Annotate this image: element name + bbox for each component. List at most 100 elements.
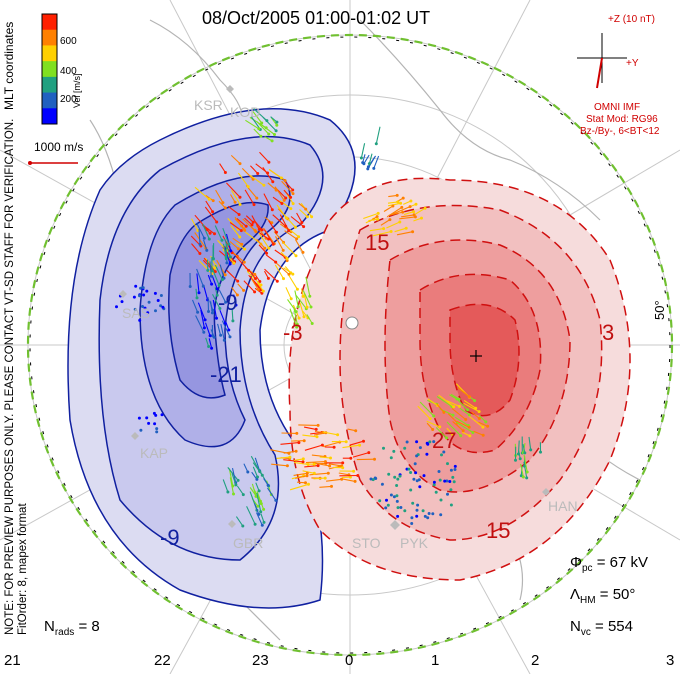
colorbar-segment xyxy=(42,61,57,78)
velocity-vector xyxy=(295,239,304,253)
vector-origin xyxy=(414,471,418,475)
velocity-vector xyxy=(322,431,338,436)
vector-origin xyxy=(393,475,397,479)
velocity-vector xyxy=(245,215,254,223)
velocity-vector xyxy=(471,411,480,419)
velocity-vector xyxy=(517,440,520,455)
vector-origin xyxy=(141,305,144,308)
velocity-vector xyxy=(293,458,304,461)
velocity-vector xyxy=(242,218,256,231)
vector-origin xyxy=(380,482,384,486)
velocity-vector xyxy=(263,193,273,210)
velocity-vector xyxy=(254,503,260,515)
velocity-colorbar xyxy=(41,13,58,125)
velocity-vector xyxy=(222,228,230,245)
velocity-vector xyxy=(256,121,270,135)
velocity-vector xyxy=(394,227,407,233)
velocity-vector xyxy=(288,274,298,290)
velocity-vector xyxy=(296,212,303,223)
vector-origin xyxy=(396,477,400,481)
vector-origin xyxy=(409,471,413,474)
vector-origin xyxy=(423,514,427,518)
velocity-vector xyxy=(520,463,524,478)
potential-max-marker xyxy=(470,350,482,362)
velocity-vector xyxy=(438,394,455,408)
velocity-vector xyxy=(304,444,323,451)
vector-origin xyxy=(413,462,417,466)
velocity-vector xyxy=(245,119,260,130)
velocity-vector xyxy=(252,111,263,124)
station-label-kod: KOD xyxy=(230,104,261,120)
velocity-vector xyxy=(367,156,376,168)
vector-origin xyxy=(411,501,415,505)
velocity-vector xyxy=(338,472,349,476)
velocity-vector xyxy=(313,432,327,436)
velocity-vector xyxy=(447,413,458,424)
velocity-vector xyxy=(218,289,227,303)
vector-origin xyxy=(392,495,396,499)
contour-label-pos-2: -3 xyxy=(283,320,303,345)
velocity-vector xyxy=(272,196,283,204)
velocity-vector xyxy=(523,461,528,478)
velocity-vector xyxy=(231,473,237,486)
velocity-vector xyxy=(457,399,468,411)
vector-origin xyxy=(145,289,149,293)
velocity-vector xyxy=(258,244,268,254)
imf-source-label: OMNI IMF xyxy=(594,102,641,113)
velocity-vector xyxy=(280,251,288,259)
vector-origin xyxy=(442,450,446,454)
cross-polar-potential: Φpc = 67 kV xyxy=(570,554,648,574)
contour-label-neg-3: -9 xyxy=(160,525,180,550)
velocity-vector xyxy=(463,402,480,413)
velocity-vector xyxy=(210,301,213,313)
velocity-vector xyxy=(274,260,290,275)
velocity-vector xyxy=(248,274,262,291)
vector-origin xyxy=(425,441,429,445)
velocity-vector xyxy=(380,219,391,226)
velocity-vector xyxy=(258,232,270,249)
vector-origin xyxy=(425,452,429,456)
contour-label-pos-4: 27 xyxy=(432,428,456,453)
velocity-vector xyxy=(264,216,273,224)
velocity-vector xyxy=(264,268,278,282)
vector-origin xyxy=(385,498,388,502)
velocity-vector xyxy=(194,186,210,200)
velocity-vector xyxy=(299,302,305,317)
velocity-vector xyxy=(233,294,237,306)
velocity-vector xyxy=(305,276,311,297)
velocity-vector xyxy=(250,278,259,290)
imf-clock-dial xyxy=(577,33,627,89)
velocity-vector xyxy=(372,230,392,237)
velocity-vector xyxy=(198,260,213,275)
velocity-vector xyxy=(449,394,458,400)
stat-model-label: Stat Mod: RG96 xyxy=(586,114,658,125)
velocity-vector xyxy=(522,443,526,454)
velocity-vector xyxy=(191,243,201,254)
station-label-kap: KAP xyxy=(140,445,169,461)
velocity-vector xyxy=(207,274,213,285)
coordinate-system-label: MLT coordinates xyxy=(2,21,16,110)
vector-origin xyxy=(154,309,157,313)
velocity-vector xyxy=(202,223,210,240)
velocity-vector xyxy=(299,209,308,218)
velocity-vector xyxy=(461,431,471,437)
vector-origin xyxy=(453,464,457,468)
velocity-vector xyxy=(204,206,218,223)
velocity-vector xyxy=(200,309,205,329)
velocity-vector xyxy=(267,487,277,501)
velocity-vector xyxy=(256,492,262,512)
radar-count: Nrads = 8 xyxy=(44,618,100,638)
vector-origin xyxy=(133,307,137,311)
imf-condition-label: Bz-/By-, 6<BT<12 xyxy=(580,126,660,137)
velocity-vector xyxy=(229,222,242,232)
velocity-vector xyxy=(293,472,308,476)
velocity-vector xyxy=(362,154,366,163)
velocity-vector xyxy=(388,211,403,216)
velocity-vector xyxy=(267,182,277,191)
vector-origin xyxy=(412,477,416,481)
velocity-vector xyxy=(314,430,324,434)
velocity-vector xyxy=(363,212,379,220)
velocity-vector xyxy=(204,322,211,336)
vector-origin xyxy=(382,446,385,450)
vector-origin xyxy=(434,490,438,494)
